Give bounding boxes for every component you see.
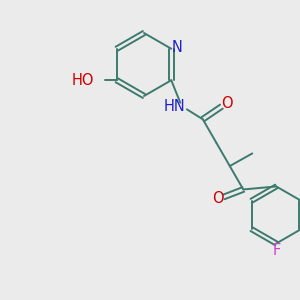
Text: HO: HO [72, 73, 94, 88]
Text: F: F [272, 244, 281, 259]
Text: O: O [213, 191, 224, 206]
Text: HN: HN [164, 99, 186, 114]
Text: N: N [171, 40, 182, 55]
Text: O: O [221, 96, 232, 111]
